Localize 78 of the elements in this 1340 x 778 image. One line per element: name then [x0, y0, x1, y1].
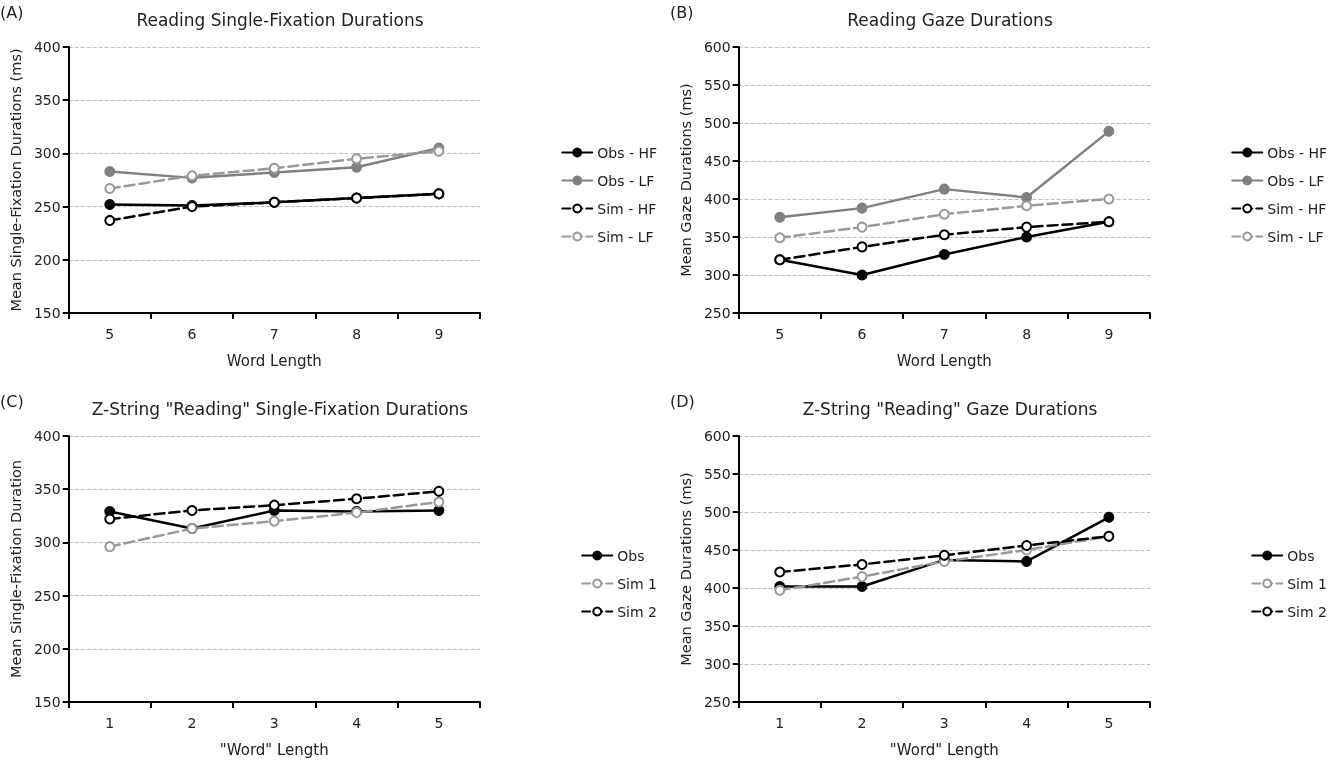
y-tick-label: 600 [703, 39, 731, 55]
x-axis-title: Word Length [226, 351, 322, 370]
chart-title: Reading Single-Fixation Durations [136, 9, 424, 30]
x-tick-label: 5 [775, 326, 785, 342]
y-tick-label: 400 [33, 428, 61, 444]
x-tick-label: 2 [187, 715, 197, 731]
chart-title: Reading Gaze Durations [847, 9, 1053, 30]
y-tick-label: 350 [703, 618, 731, 634]
legend-label: Sim - LF [597, 228, 654, 245]
x-tick-label: 6 [187, 326, 197, 342]
legend-label: Obs [1287, 547, 1315, 564]
x-tick-label: 7 [939, 326, 949, 342]
x-tick-label: 4 [1022, 715, 1032, 731]
y-tick-label: 250 [703, 694, 731, 710]
y-axis-title: Mean Single-Fixation Durations (ms) [7, 48, 24, 312]
legend-label: Obs - HF [1267, 144, 1327, 161]
y-axis-title: Mean Single-Fixation Duration [7, 459, 24, 679]
y-tick-label: 350 [33, 481, 61, 498]
chart-title: Z-String "Reading" Gaze Durations [802, 398, 1098, 419]
text: (B) [670, 2, 694, 22]
legend-label: Sim 2 [1287, 603, 1328, 620]
y-tick-label: 600 [703, 428, 731, 444]
y-tick-label: 250 [33, 198, 61, 215]
x-tick-label: 9 [434, 326, 444, 342]
y-tick-label: 200 [33, 640, 61, 657]
y-tick-label: 500 [703, 504, 731, 520]
legend-label: Sim 2 [617, 603, 658, 620]
legend-label: Obs - HF [597, 144, 657, 161]
y-tick-label: 250 [703, 305, 731, 321]
legend-label: Sim - HF [1267, 200, 1327, 217]
x-axis-title: "Word" Length [219, 740, 329, 759]
y-tick-label: 150 [33, 694, 61, 710]
y-tick-label: 300 [33, 145, 61, 162]
legend-label: Obs - LF [597, 172, 655, 189]
y-tick-label: 550 [703, 466, 731, 482]
y-tick-label: 150 [33, 305, 61, 321]
y-tick-label: 250 [33, 587, 61, 604]
text: (C) [0, 391, 24, 411]
y-tick-label: 300 [33, 534, 61, 551]
x-tick-label: 5 [434, 715, 444, 731]
y-tick-label: 450 [703, 153, 731, 169]
y-tick-label: 400 [703, 191, 731, 207]
x-tick-label: 4 [352, 715, 362, 731]
y-tick-label: 550 [703, 77, 731, 93]
legend-label: Sim 1 [1287, 575, 1328, 592]
y-tick-label: 350 [703, 229, 731, 245]
y-tick-label: 200 [33, 251, 61, 268]
text: (D) [670, 391, 695, 411]
x-tick-label: 2 [857, 715, 867, 731]
x-tick-label: 1 [105, 715, 115, 731]
y-axis-title: Mean Gaze Durations (ms) [677, 472, 694, 666]
x-tick-label: 5 [1104, 715, 1114, 731]
legend-label: Sim - LF [1267, 228, 1324, 245]
x-tick-label: 3 [269, 715, 279, 731]
text: (A) [0, 2, 24, 22]
x-tick-label: 8 [352, 326, 362, 342]
y-tick-label: 400 [703, 580, 731, 596]
x-tick-label: 3 [939, 715, 949, 731]
y-tick-label: 300 [703, 267, 731, 283]
x-tick-label: 5 [105, 326, 115, 342]
chart-title: Z-String "Reading" Single-Fixation Durations [91, 398, 469, 419]
legend-label: Sim 1 [617, 575, 658, 592]
y-tick-label: 450 [703, 542, 731, 558]
legend-label: Obs - LF [1267, 172, 1325, 189]
x-axis-title: Word Length [896, 351, 992, 370]
x-axis-title: "Word" Length [889, 740, 999, 759]
y-tick-label: 400 [33, 39, 61, 55]
x-tick-label: 1 [775, 715, 785, 731]
x-tick-label: 8 [1022, 326, 1032, 342]
legend-label: Obs [617, 547, 645, 564]
y-tick-label: 500 [703, 115, 731, 131]
x-tick-label: 7 [269, 326, 279, 342]
y-tick-label: 300 [703, 656, 731, 672]
x-tick-label: 9 [1104, 326, 1114, 342]
legend-label: Sim - HF [597, 200, 657, 217]
y-tick-label: 350 [33, 92, 61, 109]
x-tick-label: 6 [857, 326, 867, 342]
y-axis-title: Mean Gaze Durations (ms) [677, 83, 694, 277]
